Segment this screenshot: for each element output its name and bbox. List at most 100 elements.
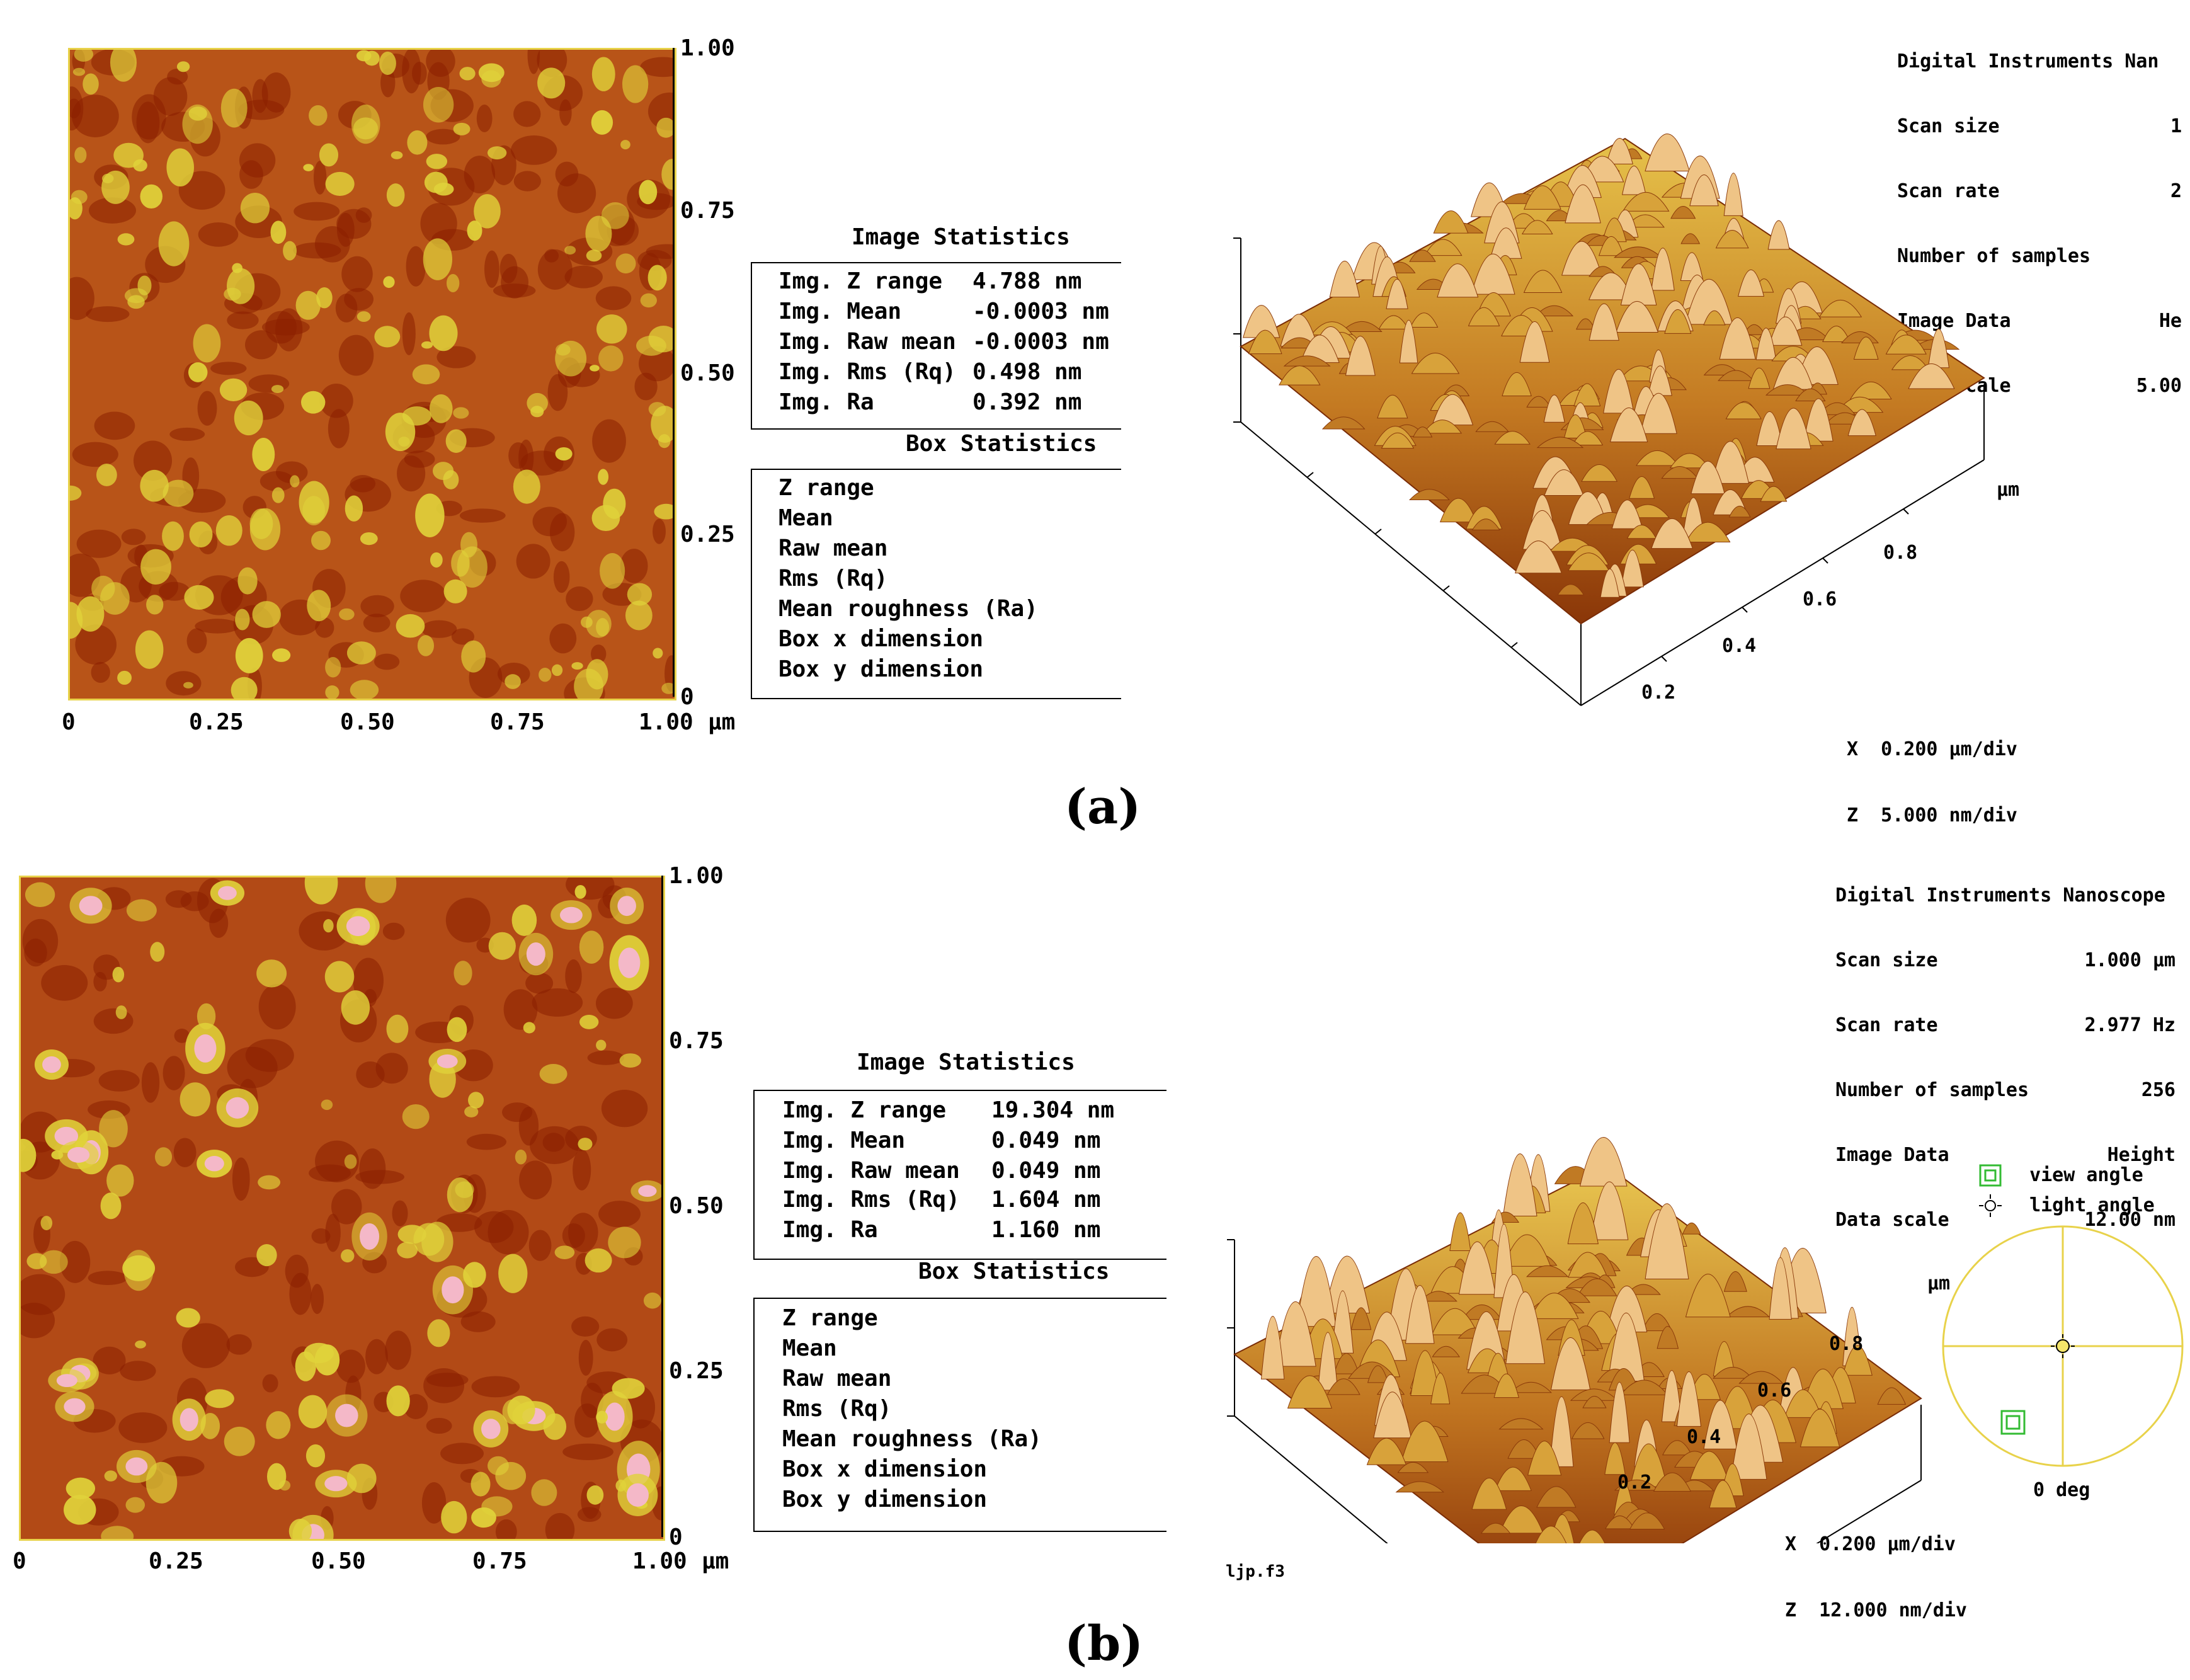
surface-peak [1579, 1136, 1628, 1187]
box-statistics-box [753, 1298, 1166, 1532]
pit-grain [503, 989, 538, 1030]
bump-grain [627, 583, 653, 606]
surface-peak [1494, 1466, 1532, 1491]
pit-grain [98, 1070, 140, 1092]
bump-grain [453, 122, 471, 135]
peak-grain [54, 1126, 79, 1146]
bump-grain [325, 656, 341, 678]
bump-grain [346, 641, 376, 665]
bump-grain [402, 1104, 430, 1129]
peak-grain [225, 1097, 249, 1119]
bump-grain [304, 877, 338, 905]
bump-grain [385, 413, 416, 452]
pit-grain [404, 450, 435, 468]
bump-grain [307, 590, 331, 622]
bump-grain [600, 552, 625, 589]
pit-grain [595, 286, 632, 311]
peak-grain [194, 1034, 217, 1063]
surface-peak [1803, 398, 1834, 442]
map-a-y-tick: 0.75 [680, 198, 735, 224]
surface-peak [1581, 464, 1618, 482]
surface-peak [1422, 420, 1463, 434]
bump-grain [427, 1319, 450, 1347]
surface-peak [1748, 368, 1771, 389]
pit-grain [21, 1274, 66, 1315]
pit-grain [501, 266, 529, 299]
peak-grain [526, 942, 545, 966]
surface-peak [1730, 1414, 1767, 1480]
surface-peak [1590, 1181, 1629, 1240]
bump-grain [325, 171, 355, 196]
bump-grain [643, 1292, 661, 1309]
angle-widget[interactable] [1940, 1223, 2186, 1469]
surface-peak [1772, 357, 1814, 390]
pit-grain [132, 94, 166, 140]
map-b-y-tick: 0.50 [669, 1193, 724, 1219]
bump-grain [188, 362, 208, 382]
pit-grain [516, 544, 550, 579]
bump-grain [96, 464, 117, 486]
bump-grain [429, 315, 458, 351]
surface-peak [1522, 510, 1563, 550]
bump-grain [447, 1177, 474, 1213]
surface-peak [1471, 1478, 1507, 1510]
pit-grain [460, 1311, 496, 1332]
instrument-label: Scan rate [1897, 180, 2000, 202]
pit-grain [571, 1316, 600, 1337]
angle-dial[interactable] [1940, 1223, 2186, 1469]
pit-grain [664, 655, 675, 692]
surface-peak [1657, 1326, 1679, 1349]
bump-grain [126, 899, 157, 922]
bump-grain [162, 521, 184, 551]
bump-grain [309, 105, 328, 126]
pit-grain [542, 1133, 565, 1152]
pit-grain [525, 972, 554, 994]
pit-grain [423, 1368, 465, 1403]
pit-grain [562, 1223, 585, 1249]
x-scale: X 0.200 μm/div [1847, 738, 2017, 760]
bump-grain [461, 640, 486, 673]
x-scale: X 0.200 μm/div [1785, 1533, 1956, 1555]
view-angle-marker[interactable] [2000, 1410, 2026, 1435]
bump-grain [219, 378, 248, 402]
pit-grain [120, 1361, 156, 1381]
bump-grain [426, 154, 448, 169]
surface-peak [1432, 1346, 1461, 1357]
bump-grain [266, 1463, 287, 1490]
bump-grain [176, 61, 190, 72]
pit-grain [313, 161, 327, 195]
view-angle-label: view angle [2029, 1163, 2143, 1186]
pit-grain [338, 334, 374, 376]
bump-grain [145, 1461, 178, 1504]
bump-grain [574, 884, 586, 899]
surface-peak [1321, 416, 1366, 430]
pit-grain [596, 987, 633, 1019]
surface-peak [1719, 317, 1756, 360]
surface-peak [1723, 1271, 1747, 1292]
bump-grain [374, 326, 401, 348]
instrument-label: Digital Instruments Nan [1897, 50, 2159, 72]
pit-grain [406, 246, 426, 287]
bump-grain [302, 496, 326, 525]
pit-grain [88, 197, 137, 224]
stat-value: 0.049 nm [991, 1158, 1101, 1184]
view-angle-legend: view angle [1978, 1163, 2143, 1188]
surface-peak [1691, 460, 1725, 494]
pit-grain [294, 202, 340, 221]
surface-peak [1609, 1381, 1630, 1443]
surface-peak [1680, 252, 1704, 281]
instrument-value: 1 [2170, 115, 2182, 137]
map-a-x-tick: 0.75 [490, 709, 545, 735]
bump-grain [555, 447, 573, 460]
pit-grain [508, 442, 528, 469]
instrument-label: Number of samples [1835, 1079, 2029, 1101]
stat-value: -0.0003 nm [972, 299, 1109, 324]
light-angle-marker[interactable] [2051, 1334, 2075, 1358]
surface-peak [1366, 1437, 1407, 1465]
map-a-x-unit: μm [708, 709, 736, 735]
bump-grain [110, 50, 137, 82]
peak-grain [442, 1276, 464, 1304]
surface-peak [1377, 395, 1408, 419]
surface-peak [1606, 1286, 1648, 1332]
bump-grain [386, 1014, 409, 1043]
